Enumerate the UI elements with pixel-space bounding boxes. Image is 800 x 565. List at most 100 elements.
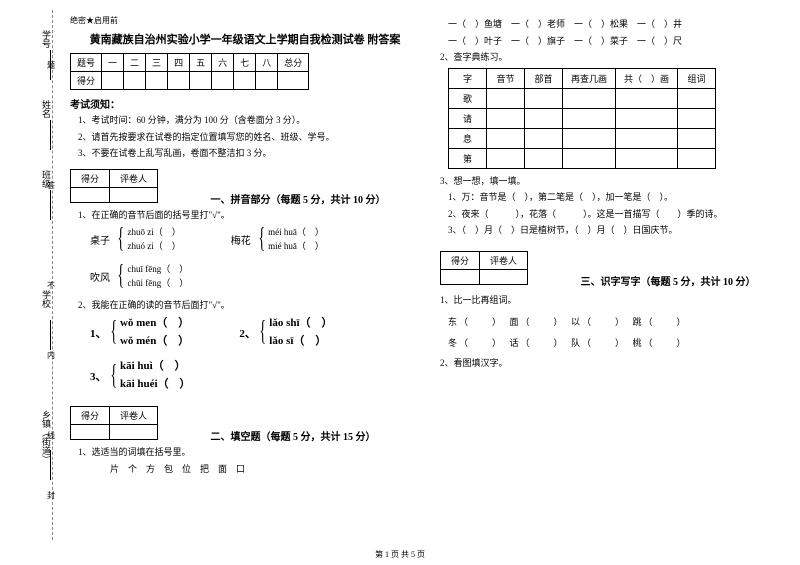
pinyin-opt: kāi huéi（ ） <box>120 376 191 394</box>
dict-header-cell: 音节 <box>487 68 525 88</box>
pinyin-label: 梅花 <box>231 232 251 247</box>
score-cell <box>102 72 124 90</box>
dash-char: 题 <box>47 60 55 71</box>
pinyin-opt: chuī fēng（ ） <box>127 262 188 276</box>
side-line <box>50 320 51 350</box>
pinyin-label: 吹风 <box>90 269 110 284</box>
notice-line: 2、请首先按要求在试卷的指定位置填写您的姓名、班级、学号。 <box>78 131 420 145</box>
left-column: 绝密★启用前 黄南藏族自治州实验小学一年级语文上学期自我检测试卷 附答案 题号一… <box>70 15 420 545</box>
dict-cell <box>525 148 563 168</box>
score-cell <box>278 72 309 90</box>
score-cell <box>212 72 234 90</box>
pinyin-group-b1: 1、 { wǒ men（ ）wǒ mén（ ） <box>90 315 189 350</box>
score-header-cell: 三 <box>146 54 168 72</box>
brace-icon: { <box>117 265 124 287</box>
dict-cell <box>616 128 678 148</box>
dict-cell <box>563 108 616 128</box>
item-num: 3、 <box>90 368 107 384</box>
section-2-title: 二、填空题（每题 5 分，共计 15 分） <box>211 428 376 443</box>
score-box: 得分评卷人 <box>440 251 528 285</box>
dict-header-cell: 字 <box>449 68 487 88</box>
q2-1-words: 片 个 方 包 位 把 面 口 <box>110 463 420 477</box>
dict-cell <box>525 108 563 128</box>
dict-char-cell: 请 <box>449 108 487 128</box>
dict-cell <box>487 128 525 148</box>
score-header-cell: 五 <box>190 54 212 72</box>
dict-char-cell: 歌 <box>449 88 487 108</box>
fill-line: 一（ ）鱼塘 一（ ）老师 一（ ）松果 一（ ）井 <box>448 18 790 32</box>
pinyin-opt: chūi fēng（ ） <box>127 276 188 290</box>
pinyin-opt: lǎo shī（ ） <box>269 315 332 333</box>
dict-cell <box>678 148 716 168</box>
brace-icon: { <box>258 228 265 250</box>
dict-cell <box>525 128 563 148</box>
dict-cell <box>616 148 678 168</box>
q2-3a: 1、万：音节是（ ），第二笔是（ ），加一笔是（ ）。 <box>448 191 790 205</box>
score-cell <box>256 72 278 90</box>
sb-score: 得分 <box>71 169 110 187</box>
exam-title: 黄南藏族自治州实验小学一年级语文上学期自我检测试卷 附答案 <box>70 31 420 47</box>
sb-grader: 评卷人 <box>110 169 158 187</box>
dict-header-cell: 再查几画 <box>563 68 616 88</box>
fill-line: 一（ ）叶子 一（ ）旗子 一（ ）菜子 一（ ）尺 <box>448 35 790 49</box>
item-num: 2、 <box>239 325 256 341</box>
dict-char-cell: 第 <box>449 148 487 168</box>
notice-line: 3、不要在试卷上乱写乱画，卷面不整洁扣 3 分。 <box>78 147 420 161</box>
score-header-cell: 八 <box>256 54 278 72</box>
dict-header-cell: 共（ ）画 <box>616 68 678 88</box>
right-column: 一（ ）鱼塘 一（ ）老师 一（ ）松果 一（ ）井 一（ ）叶子 一（ ）旗子… <box>440 15 790 545</box>
side-line <box>50 450 51 480</box>
dict-cell <box>678 88 716 108</box>
pinyin-group-2: 梅花 { méi huā（ ）mié huā（ ） <box>231 225 324 254</box>
pinyin-group-b2: 2、 { lǎo shī（ ）lǎo sī（ ） <box>239 315 332 350</box>
dict-cell <box>616 88 678 108</box>
score-cell <box>234 72 256 90</box>
score-cell <box>168 72 190 90</box>
dict-cell <box>487 148 525 168</box>
pinyin-opt: zhuō zi（ ） <box>127 225 180 239</box>
brace-icon: { <box>110 321 117 343</box>
pinyin-group-3: 吹风 { chuī fēng（ ）chūi fēng（ ） <box>90 262 420 291</box>
dash-char: 答 <box>47 180 55 191</box>
pinyin-opt: méi huā（ ） <box>268 225 324 239</box>
dict-cell <box>563 88 616 108</box>
page-number: 第 1 页 共 5 页 <box>0 549 800 560</box>
pinyin-opt: lǎo sī（ ） <box>269 333 332 351</box>
dict-header-cell: 部首 <box>525 68 563 88</box>
q1-1: 1、在正确的音节后面的括号里打"√"。 <box>78 209 420 223</box>
pinyin-group-b3: 3、 { kāi huì（ ）kāi huéi（ ） <box>90 358 420 393</box>
dict-char-cell: 息 <box>449 128 487 148</box>
section-1-title: 一、拼音部分（每题 5 分，共计 10 分） <box>211 191 386 206</box>
score-header-cell: 一 <box>102 54 124 72</box>
dict-cell <box>487 88 525 108</box>
item-num: 1、 <box>90 325 107 341</box>
dict-cell <box>525 88 563 108</box>
q2-1: 1、选适当的词填在括号里。 <box>78 446 420 460</box>
score-header-cell: 七 <box>234 54 256 72</box>
dash-char: 封 <box>47 490 55 501</box>
pinyin-opt: kāi huì（ ） <box>120 358 191 376</box>
pinyin-opt: mié huā（ ） <box>268 239 324 253</box>
dict-cell <box>563 148 616 168</box>
dict-cell <box>487 108 525 128</box>
q2-2: 2、查字典练习。 <box>440 51 790 65</box>
pinyin-opt: wǒ mén（ ） <box>120 333 189 351</box>
score-cell <box>146 72 168 90</box>
dict-cell <box>563 128 616 148</box>
q2-3b: 2、夜来（ ），花落（ ）。这是一首描写（ ）季的诗。 <box>448 208 790 222</box>
pinyin-group-1: 桌子 { zhuō zi（ ）zhuó zi（ ） <box>90 225 181 254</box>
q3-1b: 冬（ ） 话（ ） 队（ ） 桃（ ） <box>448 336 790 349</box>
score-header-cell: 总分 <box>278 54 309 72</box>
score-header-cell: 六 <box>212 54 234 72</box>
score-header-cell: 二 <box>124 54 146 72</box>
brace-icon: { <box>110 365 117 387</box>
brace-icon: { <box>259 321 266 343</box>
sb-grader: 评卷人 <box>480 251 528 269</box>
notice-line: 1、考试时间：60 分钟，满分为 100 分（含卷面分 3 分）。 <box>78 114 420 128</box>
section-3-title: 三、识字写字（每题 5 分，共计 10 分） <box>581 273 756 288</box>
side-line <box>50 190 51 220</box>
score-row-label: 得分 <box>71 72 102 90</box>
score-box: 得分评卷人 <box>70 169 158 203</box>
dict-cell <box>678 108 716 128</box>
pinyin-label: 桌子 <box>90 232 110 247</box>
